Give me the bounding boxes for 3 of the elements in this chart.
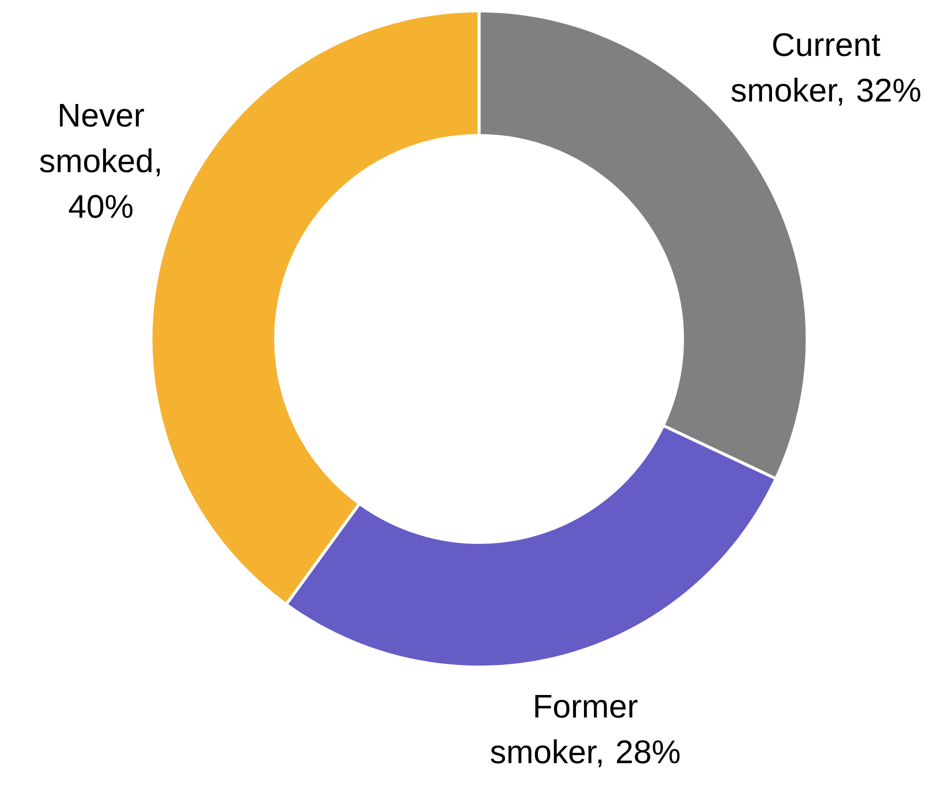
data-label: Never smoked, 40% (40, 104, 160, 218)
data-label: Former smoker, 28% (490, 695, 680, 768)
data-label: Current smoker, 32% (731, 33, 920, 106)
